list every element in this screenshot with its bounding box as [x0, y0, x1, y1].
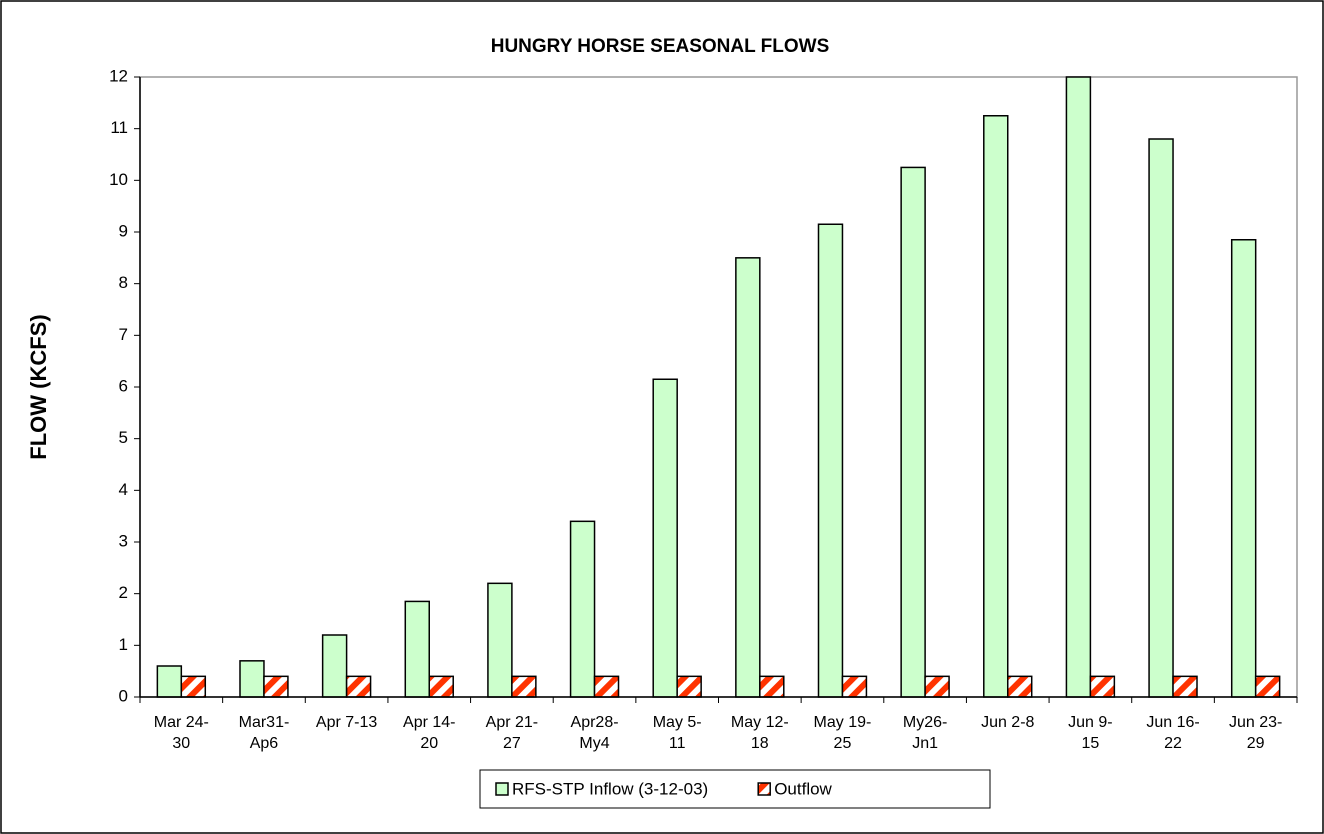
x-tick-label: May 12- 18	[730, 714, 789, 752]
bar	[1230, 239, 1257, 698]
x-tick-label: My26- Jn1	[902, 714, 948, 752]
legend-box	[479, 769, 991, 809]
y-tick-label: 2	[119, 583, 128, 602]
y-tick-label: 4	[119, 480, 128, 499]
y-tick-label: 9	[119, 221, 128, 240]
bar	[1172, 675, 1198, 698]
y-axis-label: FLOW (KCFS)	[26, 314, 51, 459]
y-tick-label: 1	[119, 635, 128, 654]
bar	[180, 675, 207, 698]
bar	[156, 665, 183, 698]
legend-label: Outflow	[774, 779, 832, 798]
y-tick-label: 7	[119, 325, 128, 344]
x-tick-label: Mar 24- 30	[153, 714, 209, 752]
bar	[983, 115, 1009, 698]
y-tick-label: 12	[109, 66, 128, 85]
bar	[924, 675, 950, 698]
bar	[263, 675, 289, 698]
bar	[511, 675, 537, 698]
bar	[817, 223, 844, 698]
bar	[676, 675, 702, 698]
bar	[404, 600, 430, 698]
bar	[1254, 675, 1281, 698]
bar	[900, 166, 926, 698]
y-tick-label: 10	[109, 170, 128, 189]
legend-swatch	[757, 782, 771, 796]
bar	[239, 660, 265, 698]
x-tick-label: May 5- 11	[652, 714, 702, 752]
x-tick-label: Apr 21- 27	[485, 714, 539, 752]
x-tick-label: May 19- 25	[813, 714, 872, 752]
bar	[569, 520, 596, 698]
bar	[1065, 76, 1092, 698]
y-tick-label: 0	[119, 686, 128, 705]
x-tick-label: Jun 9- 15	[1068, 714, 1113, 752]
legend-swatch	[495, 782, 509, 796]
bar	[345, 675, 372, 698]
bar	[1148, 138, 1174, 698]
x-tick-label: Jun 2-8	[981, 714, 1035, 731]
x-tick-label: Apr 7-13	[315, 714, 378, 731]
y-tick-label: 8	[119, 273, 128, 292]
bar	[321, 634, 348, 698]
bar	[487, 582, 513, 698]
bar	[593, 675, 620, 698]
x-tick-label: Jun 23- 29	[1228, 714, 1283, 752]
bar	[759, 675, 785, 698]
bar	[1089, 675, 1116, 698]
bar	[652, 378, 678, 698]
bar	[428, 675, 454, 698]
y-tick-label: 11	[110, 118, 128, 137]
chart-title: HUNGRY HORSE SEASONAL FLOWS	[491, 36, 830, 57]
x-tick-label: Apr28- My4	[570, 714, 619, 752]
x-tick-label: Mar31- Ap6	[238, 714, 290, 752]
x-tick-label: Apr 14- 20	[403, 714, 456, 752]
legend-label: RFS-STP Inflow (3-12-03)	[512, 779, 708, 798]
y-tick-label: 6	[119, 376, 128, 395]
bar	[735, 257, 761, 698]
bar	[841, 675, 868, 698]
y-tick-label: 3	[119, 531, 128, 550]
y-tick-label: 5	[119, 428, 128, 447]
x-tick-label: Jun 16- 22	[1146, 714, 1200, 752]
bar	[1007, 675, 1033, 698]
